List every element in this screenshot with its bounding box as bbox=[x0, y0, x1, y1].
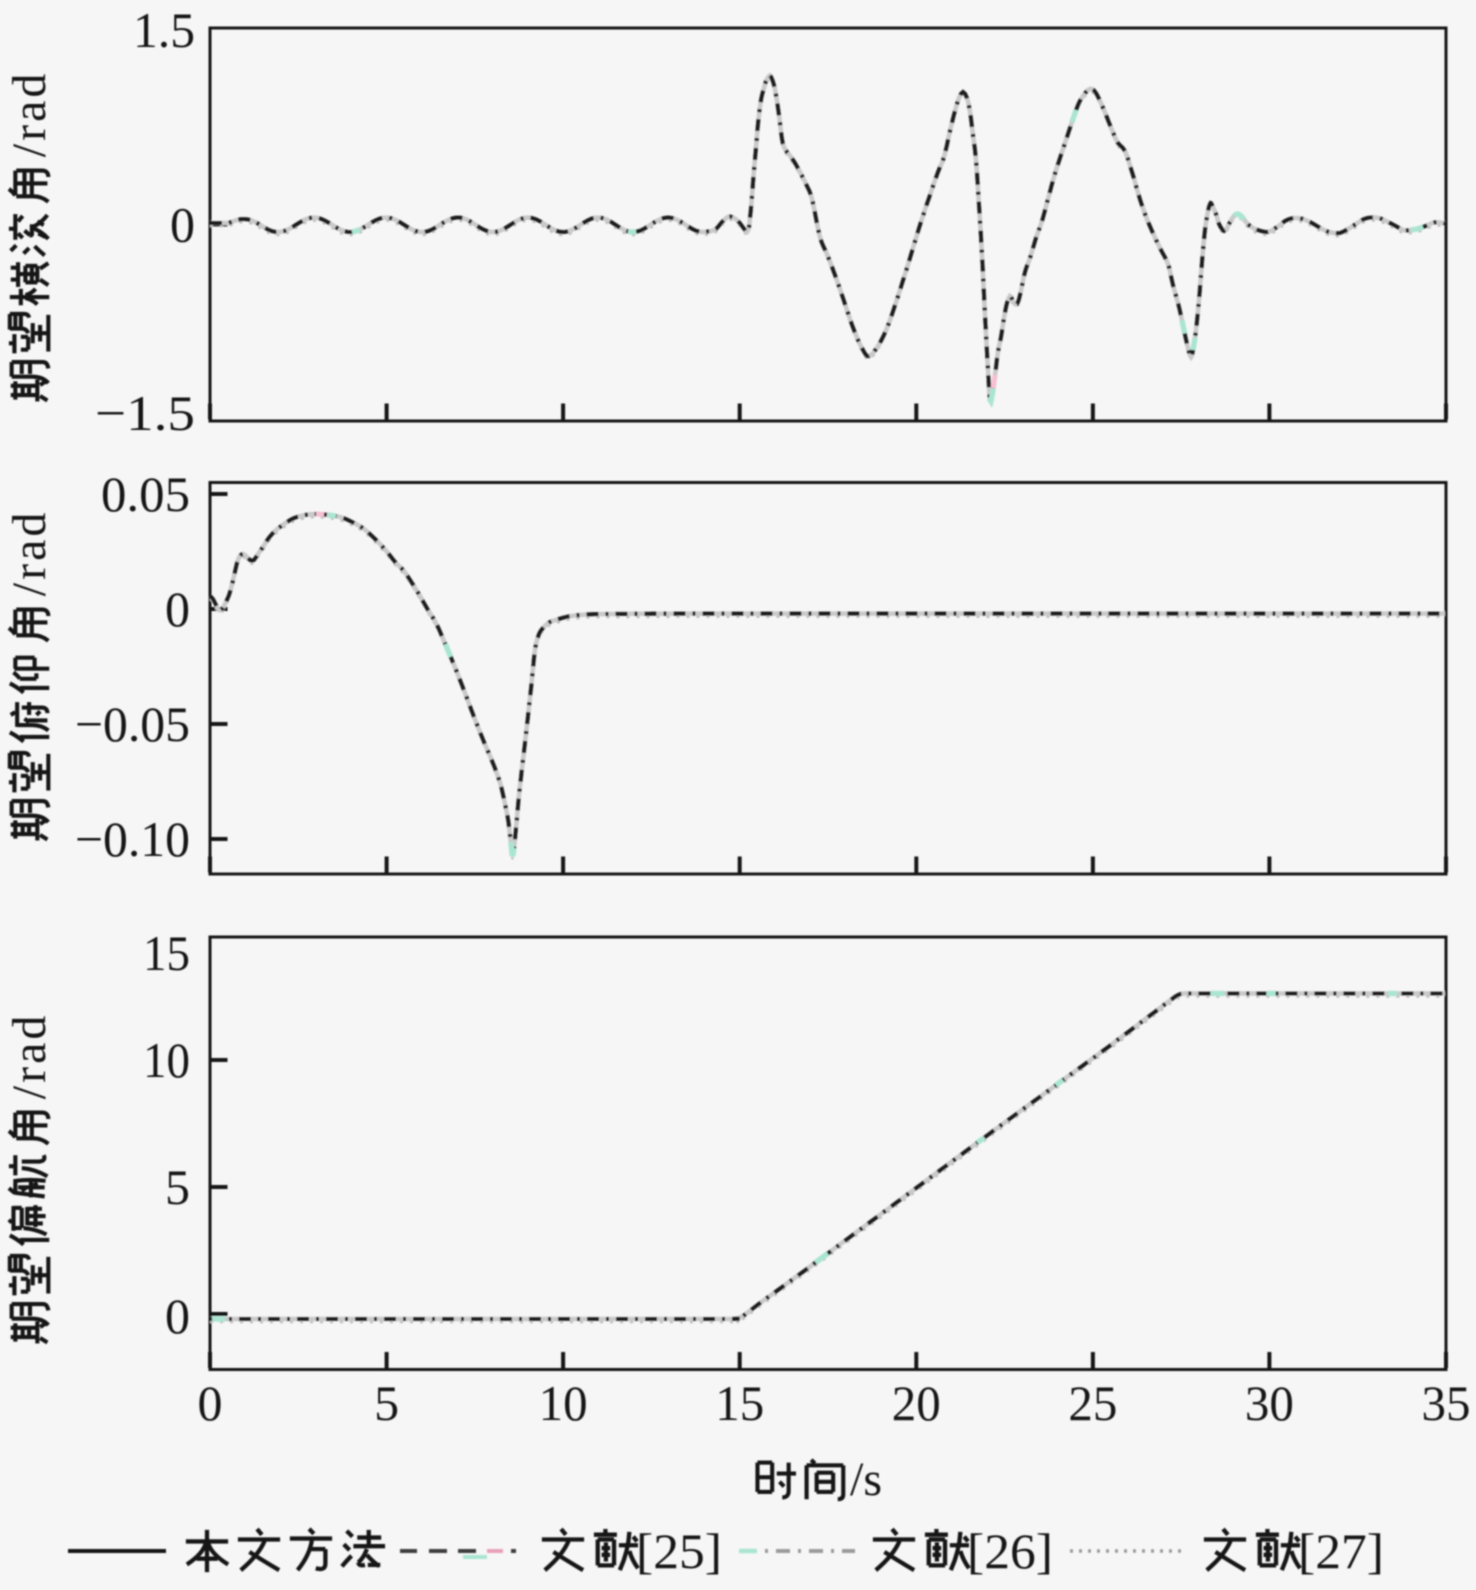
svg-text:−0.05: −0.05 bbox=[75, 696, 190, 752]
svg-text:15: 15 bbox=[143, 925, 190, 981]
svg-text:/rad: /rad bbox=[3, 1013, 56, 1100]
svg-text:10: 10 bbox=[143, 1032, 190, 1088]
svg-text:[27]: [27] bbox=[1298, 1523, 1384, 1579]
svg-text:1.5: 1.5 bbox=[133, 2, 195, 58]
svg-text:−1.5: −1.5 bbox=[95, 385, 195, 441]
svg-text:0: 0 bbox=[198, 1375, 223, 1431]
svg-text:[25]: [25] bbox=[636, 1523, 722, 1579]
svg-text:0: 0 bbox=[170, 197, 195, 253]
svg-text:20: 20 bbox=[892, 1375, 941, 1431]
svg-text:35: 35 bbox=[1422, 1375, 1471, 1431]
svg-text:15: 15 bbox=[715, 1375, 764, 1431]
svg-text:0: 0 bbox=[165, 1288, 190, 1344]
svg-text:/rad: /rad bbox=[3, 510, 56, 597]
svg-text:5: 5 bbox=[165, 1159, 190, 1215]
svg-text:0.05: 0.05 bbox=[101, 466, 190, 522]
svg-text:[26]: [26] bbox=[967, 1523, 1053, 1579]
svg-text:−0.10: −0.10 bbox=[75, 811, 190, 867]
svg-text:/rad: /rad bbox=[3, 71, 56, 158]
svg-text:25: 25 bbox=[1068, 1375, 1117, 1431]
svg-text:5: 5 bbox=[374, 1375, 399, 1431]
svg-text:/s: /s bbox=[850, 1453, 882, 1506]
svg-text:10: 10 bbox=[539, 1375, 588, 1431]
svg-text:30: 30 bbox=[1245, 1375, 1294, 1431]
svg-text:0: 0 bbox=[165, 581, 190, 637]
